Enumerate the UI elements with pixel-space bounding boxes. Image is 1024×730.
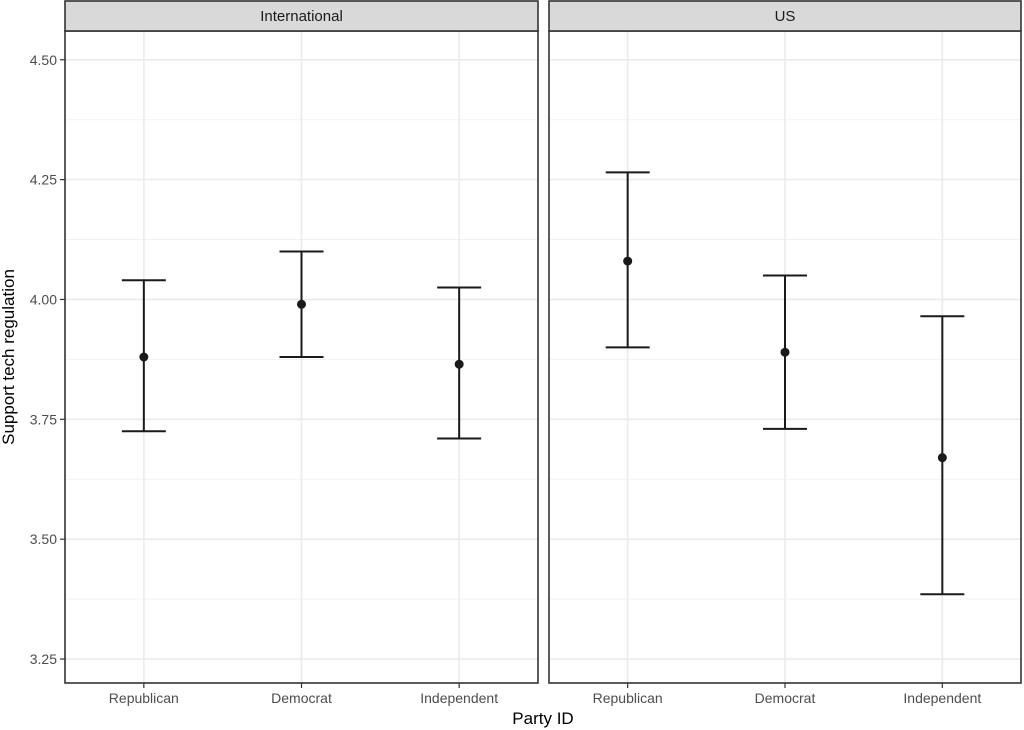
facet-strip bbox=[64, 0, 539, 32]
y-tick-label: 4.25 bbox=[30, 172, 57, 188]
y-tick-label: 3.25 bbox=[30, 651, 57, 667]
x-tick-label-independent: Independent bbox=[903, 690, 981, 706]
point-estimate-democrat bbox=[297, 299, 306, 309]
point-estimate-democrat bbox=[780, 347, 790, 357]
x-tick-label-democrat: Democrat bbox=[755, 690, 816, 706]
y-tick-label: 4.50 bbox=[30, 52, 57, 68]
point-estimate-independent bbox=[454, 359, 464, 369]
facet-panel-international: International Republican Democrat Independe… bbox=[64, 0, 539, 706]
point-estimate-independent bbox=[937, 453, 947, 463]
point-estimate-republican bbox=[139, 352, 149, 362]
y-tick-label: 3.50 bbox=[30, 531, 57, 547]
x-tick-label-republican: Republican bbox=[109, 690, 179, 706]
y-axis: 3.25 3.50 3.75 4.00 4.25 4.50 bbox=[30, 52, 65, 667]
panels-layer: International Republican Democrat Independe… bbox=[64, 0, 1022, 706]
facet-strip bbox=[548, 0, 1022, 32]
y-tick-label: 4.00 bbox=[30, 291, 57, 307]
x-tick-label-republican: Republican bbox=[593, 690, 663, 706]
y-axis-title: Support tech regulation bbox=[0, 269, 18, 445]
facet-panel-us: US Republican Democrat Independent bbox=[548, 0, 1022, 706]
x-axis-title: Party ID bbox=[512, 709, 573, 728]
x-tick-label-democrat: Democrat bbox=[271, 690, 332, 706]
x-tick-label-independent: Independent bbox=[420, 690, 498, 706]
y-tick-label: 3.75 bbox=[30, 411, 57, 427]
facet-strip-label: US bbox=[775, 8, 796, 25]
point-estimate-republican bbox=[623, 256, 633, 266]
facet-strip-label: International bbox=[260, 8, 343, 25]
